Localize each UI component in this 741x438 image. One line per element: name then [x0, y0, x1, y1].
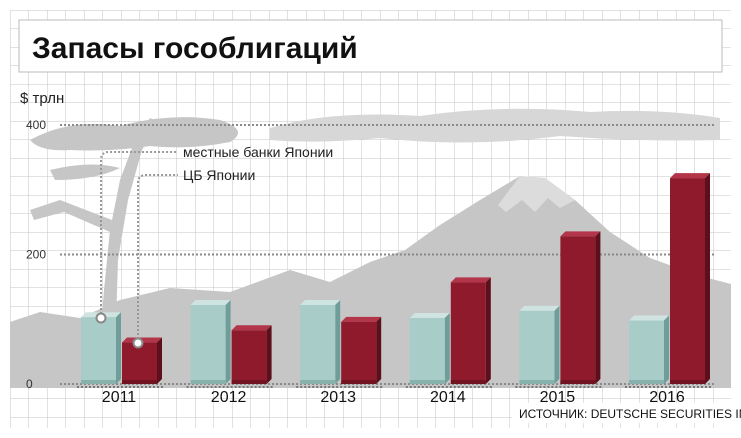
- chart-title: Запасы гособлигаций: [32, 32, 358, 65]
- bar-boj-2012: [231, 325, 272, 384]
- tree-branch-shape: [30, 200, 112, 232]
- legend: местные банки Японии ЦБ Японии: [95, 144, 333, 349]
- x-tick-label-2015: 2015: [540, 389, 576, 406]
- bar-front-face: [670, 178, 705, 384]
- x-axis-labels: 2011 2012 2013 2014 2015 2016: [77, 386, 711, 406]
- bar-top-face: [629, 315, 669, 321]
- legend-marker-local-banks: [95, 312, 107, 324]
- bar-local-banks-2014: [409, 312, 450, 384]
- legend-leader-boj: [137, 174, 178, 343]
- source-background: [512, 403, 730, 423]
- x-tick-label-2012: 2012: [211, 389, 247, 406]
- bars-group: [81, 173, 710, 384]
- bar-base: [300, 380, 336, 384]
- y-tick-label-400: 400: [26, 118, 46, 132]
- bar-top-face: [450, 277, 491, 283]
- bar-side-face: [705, 173, 710, 384]
- bar-side-face: [116, 312, 121, 384]
- bar-front-face: [231, 330, 267, 384]
- bar-boj-2011: [122, 337, 162, 384]
- bar-side-face: [266, 325, 272, 384]
- legend-marker-boj: [132, 337, 144, 349]
- bar-side-face: [595, 231, 601, 384]
- bar-side-face: [554, 305, 560, 384]
- x-tick-label-2014: 2014: [430, 389, 466, 406]
- bar-front-face: [519, 310, 555, 384]
- bar-local-banks-2015: [519, 305, 560, 384]
- y-axis: 0 200 400: [26, 118, 716, 391]
- bar-side-face: [444, 312, 450, 384]
- bar-local-banks-2016: [629, 315, 669, 384]
- bar-base: [231, 380, 267, 384]
- bar-base: [560, 380, 596, 384]
- bar-boj-2013: [341, 316, 382, 384]
- bar-front-face: [341, 321, 377, 384]
- bar-base: [450, 380, 486, 384]
- bar-side-face: [485, 277, 491, 384]
- x-tick-label-2016: 2016: [649, 389, 685, 406]
- bar-top-face: [300, 300, 341, 306]
- bar-front-face: [122, 342, 157, 384]
- bar-base: [519, 380, 555, 384]
- y-tick-label-0: 0: [26, 377, 33, 391]
- bar-front-face: [190, 305, 226, 384]
- bar-top-face: [560, 231, 601, 237]
- bar-base: [190, 380, 226, 384]
- bar-top-face: [670, 173, 710, 179]
- bar-front-face: [409, 317, 445, 384]
- bar-base: [81, 380, 116, 384]
- bar-boj-2014: [450, 277, 491, 384]
- bar-local-banks-2012: [190, 300, 231, 384]
- title-box: Запасы гособлигаций: [18, 19, 723, 73]
- x-tick-label-2011: 2011: [102, 389, 137, 406]
- bar-base: [409, 380, 445, 384]
- bar-top-face: [231, 325, 272, 331]
- bar-side-face: [376, 316, 382, 384]
- x-tick-label-2013: 2013: [320, 389, 356, 406]
- bar-boj-2016: [670, 173, 710, 384]
- bar-local-banks-2013: [300, 300, 341, 384]
- bar-front-face: [629, 320, 664, 384]
- clouds-shape: [270, 108, 720, 143]
- bar-top-face: [341, 316, 382, 322]
- bar-top-face: [409, 312, 450, 318]
- bar-top-face: [190, 300, 231, 306]
- tree-foliage-shape-2: [50, 164, 120, 180]
- legend-leader-local-banks: [100, 151, 178, 318]
- bar-side-face: [335, 300, 341, 384]
- y-tick-label-200: 200: [26, 248, 46, 262]
- bar-base: [670, 380, 705, 384]
- bar-front-face: [450, 282, 486, 384]
- snow-cap-shape: [498, 176, 575, 212]
- bar-side-face: [225, 300, 231, 384]
- title-box-frame: [18, 19, 723, 73]
- source-note: ИСТОЧНИК: DEUTSCHE SECURITIES INC.: [519, 407, 741, 421]
- legend-label-local-banks: местные банки Японии: [183, 144, 333, 160]
- bar-side-face: [157, 337, 162, 384]
- bar-boj-2015: [560, 231, 601, 384]
- bar-front-face: [560, 236, 596, 384]
- bar-side-face: [664, 315, 669, 384]
- y-axis-unit-label: $ трлн: [20, 90, 64, 107]
- bar-base: [629, 380, 664, 384]
- legend-label-boj: ЦБ Японии: [183, 167, 255, 183]
- bar-base: [122, 380, 157, 384]
- bar-front-face: [81, 317, 116, 384]
- bar-front-face: [300, 305, 336, 384]
- bar-top-face: [519, 305, 560, 311]
- bar-local-banks-2011: [81, 312, 121, 384]
- bar-base: [341, 380, 377, 384]
